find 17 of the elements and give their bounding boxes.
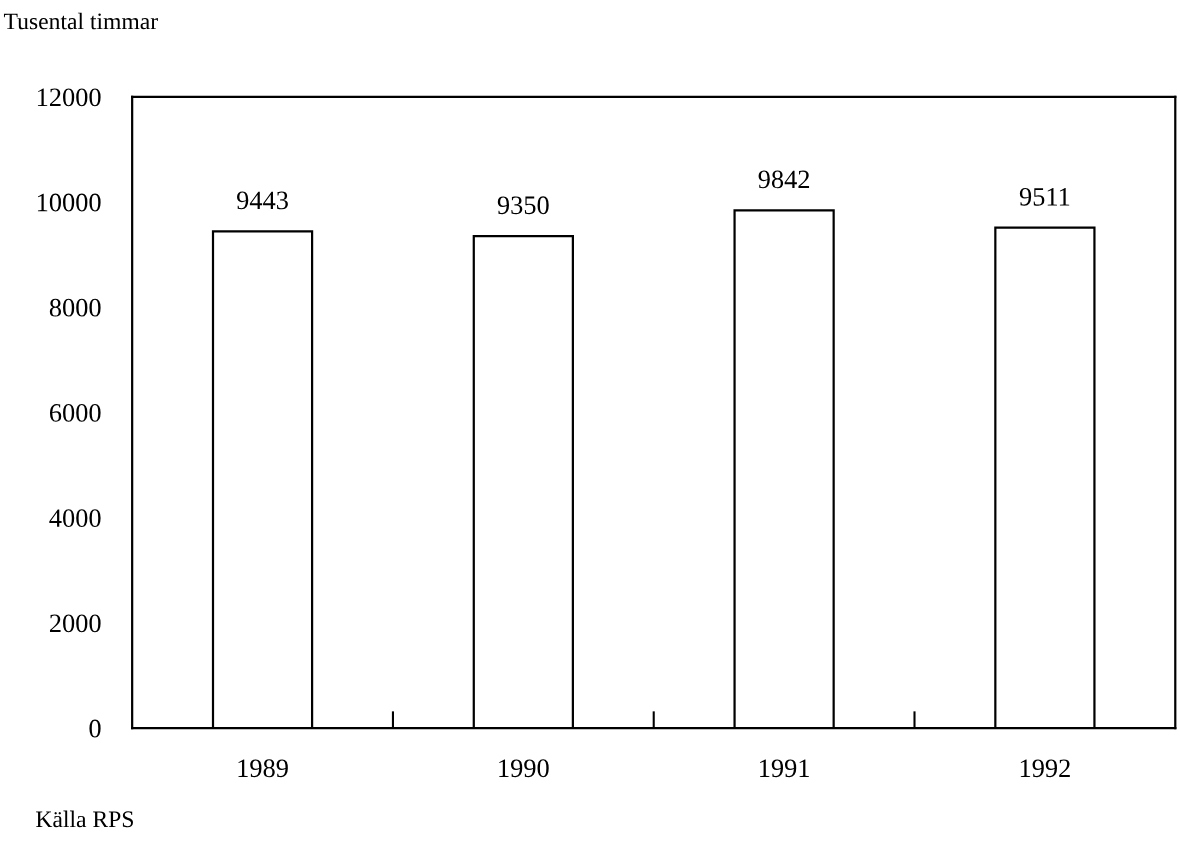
x-tick-label: 1990 <box>499 759 549 778</box>
x-tick-label: 1992 <box>1020 759 1070 778</box>
y-tick-label: 10000 <box>37 193 101 212</box>
y-tick-label: 6000 <box>49 404 101 422</box>
y-tick-label: 8000 <box>49 298 101 317</box>
data-label: 9443 <box>237 191 288 210</box>
data-label: 9511 <box>1019 187 1070 206</box>
data-label: 9350 <box>497 196 549 215</box>
x-tick-label: 1991 <box>760 759 809 778</box>
text: Källa RPS <box>36 810 133 828</box>
y-tick-label: 2000 <box>49 614 101 633</box>
y-axis-title: Tusental timmar <box>3 12 158 30</box>
x-tick-label: 1989 <box>238 759 288 778</box>
data-label: 9842 <box>758 170 810 189</box>
y-tick-label: 12000 <box>37 88 101 107</box>
y-tick-label: 4000 <box>49 509 101 528</box>
y-tick-label: 0 <box>89 719 101 738</box>
